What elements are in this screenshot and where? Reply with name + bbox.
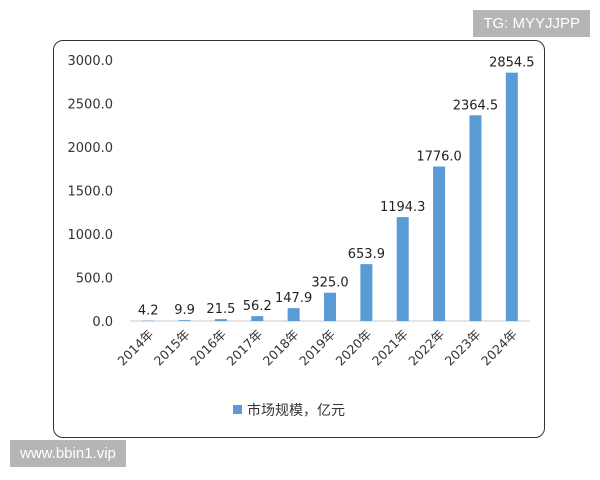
y-tick-label: 2500.0 bbox=[68, 98, 114, 113]
data-label: 1776.0 bbox=[416, 149, 462, 164]
legend-swatch bbox=[233, 405, 242, 414]
data-label: 2854.5 bbox=[489, 56, 535, 71]
watermark-top: TG: MYYJJPP bbox=[473, 10, 590, 37]
bar bbox=[178, 320, 191, 321]
bars bbox=[142, 72, 518, 322]
x-tick-label: 2018年 bbox=[260, 327, 302, 369]
bar bbox=[214, 319, 227, 321]
data-label: 21.5 bbox=[206, 302, 235, 317]
data-label: 653.9 bbox=[348, 247, 385, 262]
x-tick-label: 2014年 bbox=[114, 327, 156, 369]
chart-frame bbox=[53, 40, 545, 438]
bar bbox=[142, 320, 155, 322]
data-label: 2364.5 bbox=[453, 98, 499, 113]
x-tick-label: 2019年 bbox=[296, 327, 338, 369]
data-label: 325.0 bbox=[311, 276, 348, 291]
x-tick-label: 2022年 bbox=[405, 327, 447, 369]
bar bbox=[396, 217, 409, 321]
bar bbox=[433, 166, 446, 321]
data-label: 9.9 bbox=[174, 303, 195, 318]
data-label: 4.2 bbox=[138, 304, 159, 319]
x-tick-label: 2015年 bbox=[151, 327, 193, 369]
bar bbox=[505, 72, 518, 321]
x-tick-label: 2020年 bbox=[333, 327, 375, 369]
bar bbox=[251, 316, 264, 321]
y-tick-label: 1500.0 bbox=[68, 185, 114, 200]
y-axis-ticks: 0.0 500.0 1000.0 1500.0 2000.0 2500.0 3000.0 bbox=[68, 54, 114, 330]
y-tick-label: 2000.0 bbox=[68, 141, 114, 156]
data-label: 56.2 bbox=[243, 299, 272, 314]
y-tick-label: 1000.0 bbox=[68, 228, 114, 243]
legend-label: 市场规模，亿元 bbox=[247, 402, 345, 419]
bar bbox=[360, 264, 373, 321]
x-tick-label: 2016年 bbox=[187, 327, 229, 369]
data-label: 1194.3 bbox=[380, 200, 426, 215]
watermark-bottom: www.bbin1.vip bbox=[10, 440, 126, 467]
legend: 市场规模，亿元 bbox=[233, 402, 345, 419]
bar bbox=[469, 115, 482, 321]
y-tick-label: 3000.0 bbox=[68, 54, 114, 69]
x-tick-label: 2021年 bbox=[369, 327, 411, 369]
bar bbox=[324, 292, 336, 321]
x-axis-ticks: 2014年2015年2016年2017年2018年2019年2020年2021年… bbox=[114, 327, 520, 369]
x-tick-label: 2024年 bbox=[478, 327, 520, 369]
y-tick-label: 500.0 bbox=[76, 272, 113, 287]
x-tick-label: 2023年 bbox=[442, 327, 484, 369]
y-tick-label: 0.0 bbox=[92, 315, 113, 330]
x-tick-label: 2017年 bbox=[223, 327, 265, 369]
data-label: 147.9 bbox=[275, 291, 312, 306]
bar bbox=[287, 308, 300, 321]
